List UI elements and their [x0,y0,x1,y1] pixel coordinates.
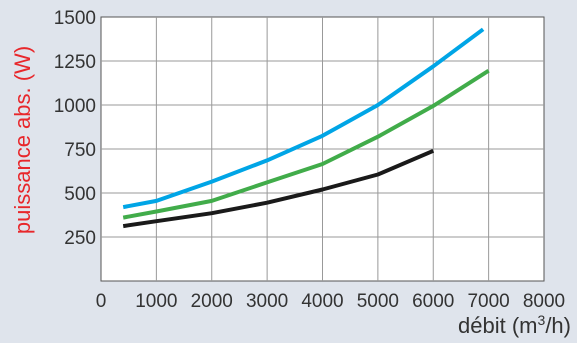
y-tick-label: 1500 [54,8,96,29]
x-tick-label: 3000 [246,291,288,312]
x-tick-label: 5000 [357,291,399,312]
x-tick-label: 4000 [301,291,343,312]
x-axis-label: débit (m3/h) [458,312,571,338]
y-tick-label: 1000 [54,96,96,117]
x-tick-label: 6000 [412,291,454,312]
y-tick-label: 1250 [54,52,96,73]
x-tick-label: 7000 [467,291,509,312]
y-tick-label: 250 [64,228,96,249]
x-tick-label: 8000 [523,291,565,312]
y-tick-label: 500 [64,184,96,205]
x-tick-label: 1000 [135,291,177,312]
y-ticks: 250 500 750 1000 1250 1500 [54,8,96,249]
series-line-1 [122,27,485,210]
y-axis-label: puissance abs. (W) [10,46,35,234]
x-ticks: 0 1000 2000 3000 4000 5000 6000 7000 8000 [96,291,565,312]
series-line-3 [122,148,435,229]
series-group [122,27,490,229]
x-axis-label-text: débit (m [458,313,537,338]
x-tick-label: 2000 [191,291,233,312]
x-axis-label-unit: /h) [545,313,571,338]
x-axis-label-superscript: 3 [538,312,546,328]
series-line-2 [122,69,490,220]
y-tick-label: 750 [64,140,96,161]
x-tick-label: 0 [96,291,107,312]
